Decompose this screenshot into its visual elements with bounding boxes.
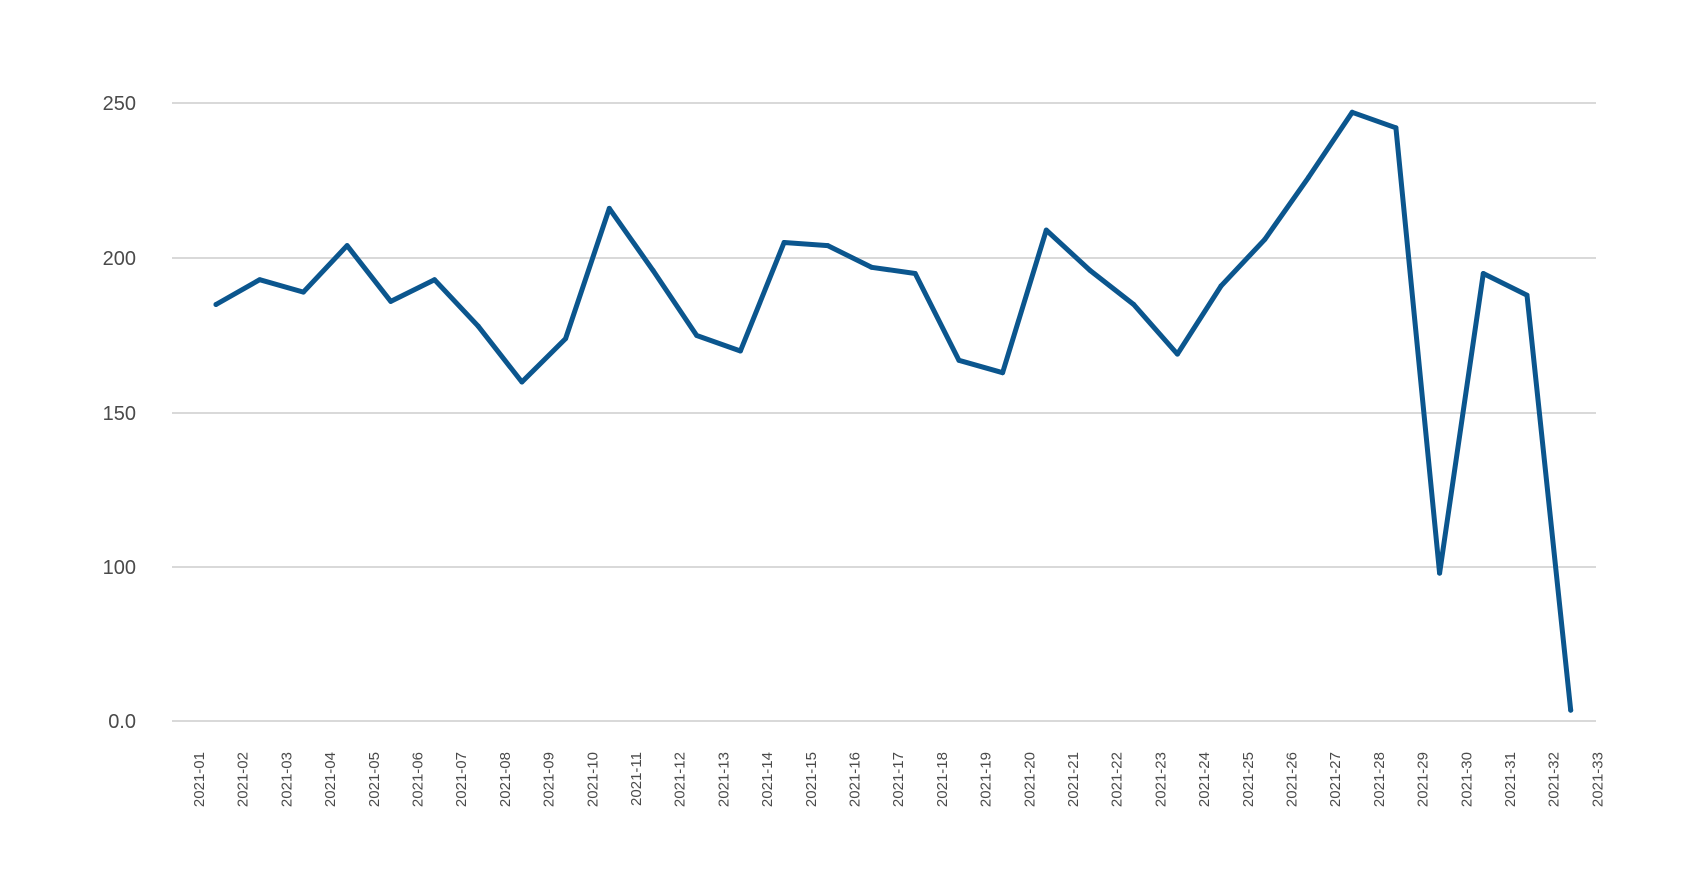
data-point <box>1262 236 1268 242</box>
x-tick-label: 2021-18 <box>934 752 951 807</box>
x-tick-label: 2021-28 <box>1371 752 1388 807</box>
x-tick-label: 2021-05 <box>366 752 383 807</box>
y-tick-label: 0.0 <box>108 711 136 733</box>
series-line <box>213 109 1574 713</box>
x-tick-label: 2021-25 <box>1240 752 1257 807</box>
data-point <box>432 277 437 283</box>
data-point <box>606 205 612 211</box>
data-point <box>869 264 874 270</box>
x-tick-label: 2021-19 <box>978 752 995 807</box>
data-point <box>1174 351 1180 357</box>
x-tick-label: 2021-07 <box>453 752 470 807</box>
x-tick-label: 2021-13 <box>715 752 732 807</box>
data-point <box>1480 271 1486 276</box>
data-point <box>1306 174 1311 180</box>
data-point <box>1524 292 1530 298</box>
x-tick-label: 2021-23 <box>1152 752 1169 807</box>
x-tick-label: 2021-03 <box>278 752 295 807</box>
data-point <box>1087 267 1093 273</box>
data-point <box>257 277 263 283</box>
data-point <box>737 348 743 354</box>
data-point <box>344 243 350 249</box>
x-tick-label: 2021-04 <box>322 752 339 807</box>
x-tick-label: 2021-08 <box>497 752 514 807</box>
x-tick-label: 2021-21 <box>1065 752 1082 807</box>
data-point <box>300 289 306 295</box>
x-tick-label: 2021-33 <box>1589 752 1606 807</box>
x-tick-label: 2021-02 <box>235 752 252 807</box>
x-tick-label: 2021-11 <box>628 752 645 806</box>
x-tick-label: 2021-27 <box>1327 752 1344 807</box>
data-point <box>1131 302 1137 307</box>
y-tick-label: 250 <box>103 93 136 115</box>
data-point <box>650 267 656 273</box>
x-tick-label: 2021-20 <box>1021 752 1038 807</box>
data-point <box>1349 109 1355 115</box>
data-point <box>1218 283 1224 289</box>
x-tick-label: 2021-30 <box>1458 752 1475 807</box>
data-point <box>1393 125 1399 131</box>
data-point <box>781 240 787 245</box>
x-tick-label: 2021-24 <box>1196 752 1213 807</box>
x-tick-label: 2021-10 <box>584 752 601 807</box>
x-tick-label: 2021-15 <box>803 752 820 807</box>
y-tick-label: 100 <box>103 557 136 579</box>
y-tick-label: 150 <box>103 403 136 425</box>
x-tick-label: 2021-06 <box>410 752 427 807</box>
y-axis-tick-labels: 0.0 100 150 200 250 <box>103 93 136 733</box>
data-point <box>1043 227 1049 233</box>
data-point <box>475 323 481 329</box>
x-tick-label: 2021-14 <box>759 752 776 807</box>
data-point <box>825 243 831 249</box>
x-tick-label: 2021-32 <box>1546 752 1563 807</box>
data-point <box>1568 707 1574 713</box>
data-point <box>213 302 219 307</box>
x-tick-label: 2021-31 <box>1502 752 1519 807</box>
y-tick-label: 200 <box>103 248 136 270</box>
data-point <box>1000 370 1006 376</box>
data-point <box>388 298 394 304</box>
x-tick-label: 2021-01 <box>191 752 208 807</box>
x-tick-label: 2021-22 <box>1109 752 1126 807</box>
x-tick-label: 2021-12 <box>672 752 689 807</box>
data-point <box>694 333 700 338</box>
data-point <box>1437 570 1443 576</box>
x-tick-label: 2021-29 <box>1415 752 1432 807</box>
x-axis-tick-labels: 2021-01 2021-02 2021-03 2021-04 2021-05 2021-… <box>191 752 1606 807</box>
data-point <box>563 336 569 342</box>
x-tick-label: 2021-09 <box>541 752 558 807</box>
data-point <box>956 357 962 363</box>
x-tick-label: 2021-17 <box>890 752 907 807</box>
data-point <box>912 271 918 276</box>
x-tick-label: 2021-26 <box>1284 752 1301 807</box>
gridlines <box>172 102 1596 722</box>
series-layer <box>213 109 1574 713</box>
x-tick-label: 2021-16 <box>847 752 864 807</box>
data-point <box>519 379 525 385</box>
